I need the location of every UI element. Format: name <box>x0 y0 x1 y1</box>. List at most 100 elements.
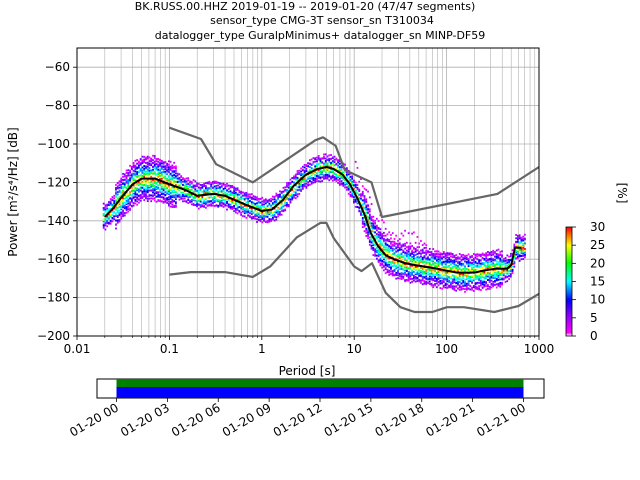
density-cell <box>465 262 468 265</box>
density-cell <box>234 201 237 204</box>
density-cell <box>404 280 406 283</box>
density-cell <box>300 174 302 177</box>
density-cell <box>108 201 110 203</box>
density-cell <box>464 267 466 270</box>
density-cell <box>462 281 465 284</box>
density-cell <box>189 193 191 196</box>
density-cell <box>383 248 385 251</box>
density-cell <box>118 200 121 203</box>
density-cell <box>451 274 454 277</box>
density-cell <box>316 180 318 183</box>
density-cell <box>233 205 235 208</box>
y-tick-label: −100 <box>37 137 70 151</box>
density-cell <box>386 233 389 236</box>
density-cell <box>146 161 149 164</box>
density-cell <box>123 186 126 189</box>
y-tick-label: −180 <box>37 291 70 305</box>
density-cell <box>504 265 507 268</box>
density-cell <box>437 273 440 276</box>
density-cell <box>145 157 147 160</box>
density-cell <box>397 249 399 252</box>
density-cell <box>340 164 343 167</box>
density-cell <box>256 205 258 208</box>
x-tick-label: 100 <box>435 342 458 356</box>
density-cell <box>384 242 387 245</box>
density-cell <box>222 187 225 190</box>
density-cell <box>287 203 290 206</box>
density-cell <box>134 199 137 201</box>
density-cell <box>502 263 505 266</box>
density-cell <box>418 242 421 245</box>
density-cell <box>150 160 153 163</box>
density-cell <box>317 180 320 183</box>
density-cell <box>175 202 177 205</box>
density-cell <box>451 253 454 255</box>
density-cell <box>240 207 243 210</box>
density-cell <box>423 242 426 245</box>
density-cell <box>136 162 139 165</box>
density-cell <box>312 181 315 184</box>
density-cell <box>201 196 204 198</box>
density-cell <box>146 180 149 183</box>
density-cell <box>143 184 146 187</box>
density-cell <box>331 176 334 179</box>
density-cell <box>115 212 117 215</box>
density-cell <box>374 250 376 253</box>
density-cell <box>176 172 179 175</box>
density-cell <box>171 176 174 179</box>
density-cell <box>314 179 317 182</box>
density-cell <box>428 258 431 261</box>
density-cell <box>448 258 451 261</box>
x-tick-label: 1000 <box>524 342 555 356</box>
density-cell <box>485 281 488 284</box>
density-cell <box>393 261 396 264</box>
density-cell <box>319 171 322 173</box>
density-cell <box>460 282 463 285</box>
density-cell <box>146 170 149 173</box>
density-cell <box>383 265 385 268</box>
density-cell <box>488 252 491 255</box>
density-cell <box>421 272 424 275</box>
density-cell <box>130 165 133 168</box>
density-cell <box>155 187 158 190</box>
density-cell <box>183 193 186 196</box>
density-cell <box>508 255 510 258</box>
density-cell <box>314 167 317 170</box>
density-cell <box>398 242 401 245</box>
density-cell <box>155 192 158 195</box>
density-cell <box>455 274 458 277</box>
density-cell <box>173 191 176 194</box>
density-cell <box>123 183 126 186</box>
density-cell <box>508 275 510 278</box>
density-cell <box>277 215 280 218</box>
density-cell <box>279 213 281 216</box>
density-cell <box>155 160 158 163</box>
density-cell <box>434 277 436 280</box>
density-cell <box>132 162 135 164</box>
density-cell <box>250 193 253 196</box>
density-cell <box>377 261 380 263</box>
density-cell <box>515 244 518 247</box>
density-cell <box>520 248 523 251</box>
density-cell <box>398 256 401 259</box>
density-cell <box>471 266 473 269</box>
density-cell <box>250 197 253 200</box>
density-cell <box>234 189 237 191</box>
density-cell <box>420 271 422 274</box>
density-cell <box>446 275 449 278</box>
density-cell <box>326 163 329 166</box>
density-cell <box>375 236 378 239</box>
density-cell <box>494 271 496 274</box>
density-cell <box>409 274 412 277</box>
density-cell <box>270 197 272 200</box>
density-cell <box>146 178 149 181</box>
density-cell <box>185 185 188 188</box>
density-cell <box>511 270 514 272</box>
density-cell <box>354 160 357 163</box>
density-cell <box>330 170 332 173</box>
density-cell <box>153 182 156 185</box>
density-cell <box>152 185 154 187</box>
density-cell <box>254 217 257 220</box>
density-cell <box>464 274 466 277</box>
density-cell <box>173 194 176 197</box>
